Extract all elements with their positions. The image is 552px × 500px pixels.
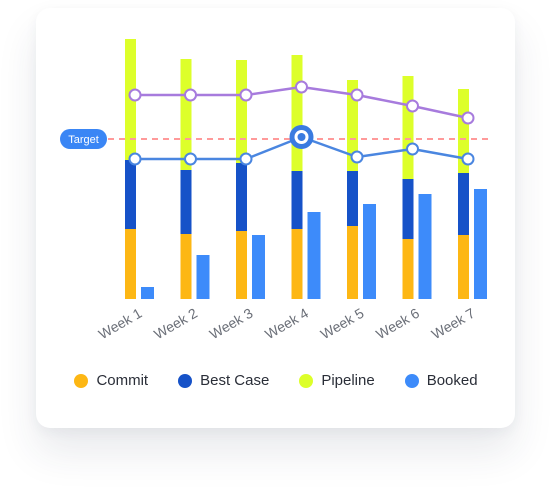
x-tick-label-week-3: Week 3: [207, 305, 256, 343]
x-tick-label-week-2: Week 2: [151, 305, 200, 343]
x-tick-label-week-5: Week 5: [318, 305, 367, 343]
bar-best-case-week-3: [236, 163, 247, 231]
line-point-2-week-7: [461, 152, 475, 166]
x-tick-label-week-4: Week 4: [262, 305, 311, 343]
line-point-2-week-6: [406, 142, 419, 156]
bar-pipeline-week-4: [291, 55, 303, 171]
line-point-1-week-1: [128, 88, 142, 102]
bar-booked-week-4: [307, 212, 321, 299]
legend-swatch-best-case: [178, 373, 193, 388]
bar-best-case-week-6: [402, 179, 414, 239]
bar-best-case-week-7: [458, 173, 469, 235]
line-point-1-week-7: [461, 111, 475, 125]
legend-item-best-case[interactable]: Best Case: [178, 372, 269, 389]
bar-commit-week-4: [291, 229, 303, 299]
line-point-1-week-4: [295, 80, 308, 94]
bar-booked-week-2: [196, 255, 210, 299]
legend-label-best-case: Best Case: [200, 372, 270, 389]
bar-booked-week-6: [418, 194, 432, 299]
bar-best-case-week-4: [291, 171, 303, 229]
line-point-1-week-3: [239, 88, 253, 102]
line-point-2-week-5: [350, 150, 364, 164]
x-tick-label-week-1: Week 1: [96, 305, 145, 343]
bar-commit-week-5: [347, 226, 358, 299]
highlight-point-dot: [297, 133, 306, 141]
bar-pipeline-week-2: [180, 59, 192, 170]
bar-commit-week-2: [180, 234, 192, 299]
bar-booked-week-7: [474, 189, 487, 299]
legend-label-commit: Commit: [96, 372, 149, 389]
line-point-1-week-2: [184, 88, 197, 102]
bar-pipeline-week-5: [347, 80, 358, 171]
bar-commit-week-3: [236, 231, 247, 299]
bar-best-case-week-2: [180, 170, 192, 234]
bar-booked-week-1: [141, 287, 154, 299]
bar-pipeline-week-3: [236, 60, 247, 163]
legend-label-pipeline: Pipeline: [321, 372, 375, 389]
legend-swatch-pipeline: [299, 373, 314, 388]
chart-legend: Commit Best Case Pipeline Booked: [0, 372, 552, 389]
chart-card: [36, 8, 515, 428]
legend-item-pipeline[interactable]: Pipeline: [299, 372, 375, 389]
x-tick-label-week-7: Week 7: [429, 305, 478, 343]
legend-swatch-commit: [74, 373, 89, 388]
legend-item-booked[interactable]: Booked: [404, 372, 478, 389]
bar-best-case-week-5: [347, 171, 358, 226]
legend-label-booked: Booked: [426, 372, 478, 389]
line-point-1-week-5: [350, 88, 364, 102]
bar-commit-week-1: [125, 229, 136, 299]
legend-item-commit[interactable]: Commit: [74, 372, 148, 389]
x-tick-label-week-6: Week 6: [373, 305, 422, 343]
line-point-2-week-1: [128, 152, 142, 166]
target-badge: [60, 129, 107, 149]
bar-commit-week-6: [402, 239, 414, 299]
line-point-1-week-6: [406, 99, 419, 113]
line-point-2-week-2: [184, 152, 197, 166]
bar-pipeline-week-7: [458, 89, 469, 173]
bar-commit-week-7: [458, 235, 469, 299]
bar-booked-week-3: [252, 235, 265, 299]
bar-best-case-week-1: [125, 160, 136, 229]
legend-swatch-booked: [404, 373, 419, 388]
line-point-2-week-3: [239, 152, 253, 166]
bar-pipeline-week-6: [402, 76, 414, 179]
target-label: Target: [68, 134, 99, 146]
bar-booked-week-5: [363, 204, 376, 299]
